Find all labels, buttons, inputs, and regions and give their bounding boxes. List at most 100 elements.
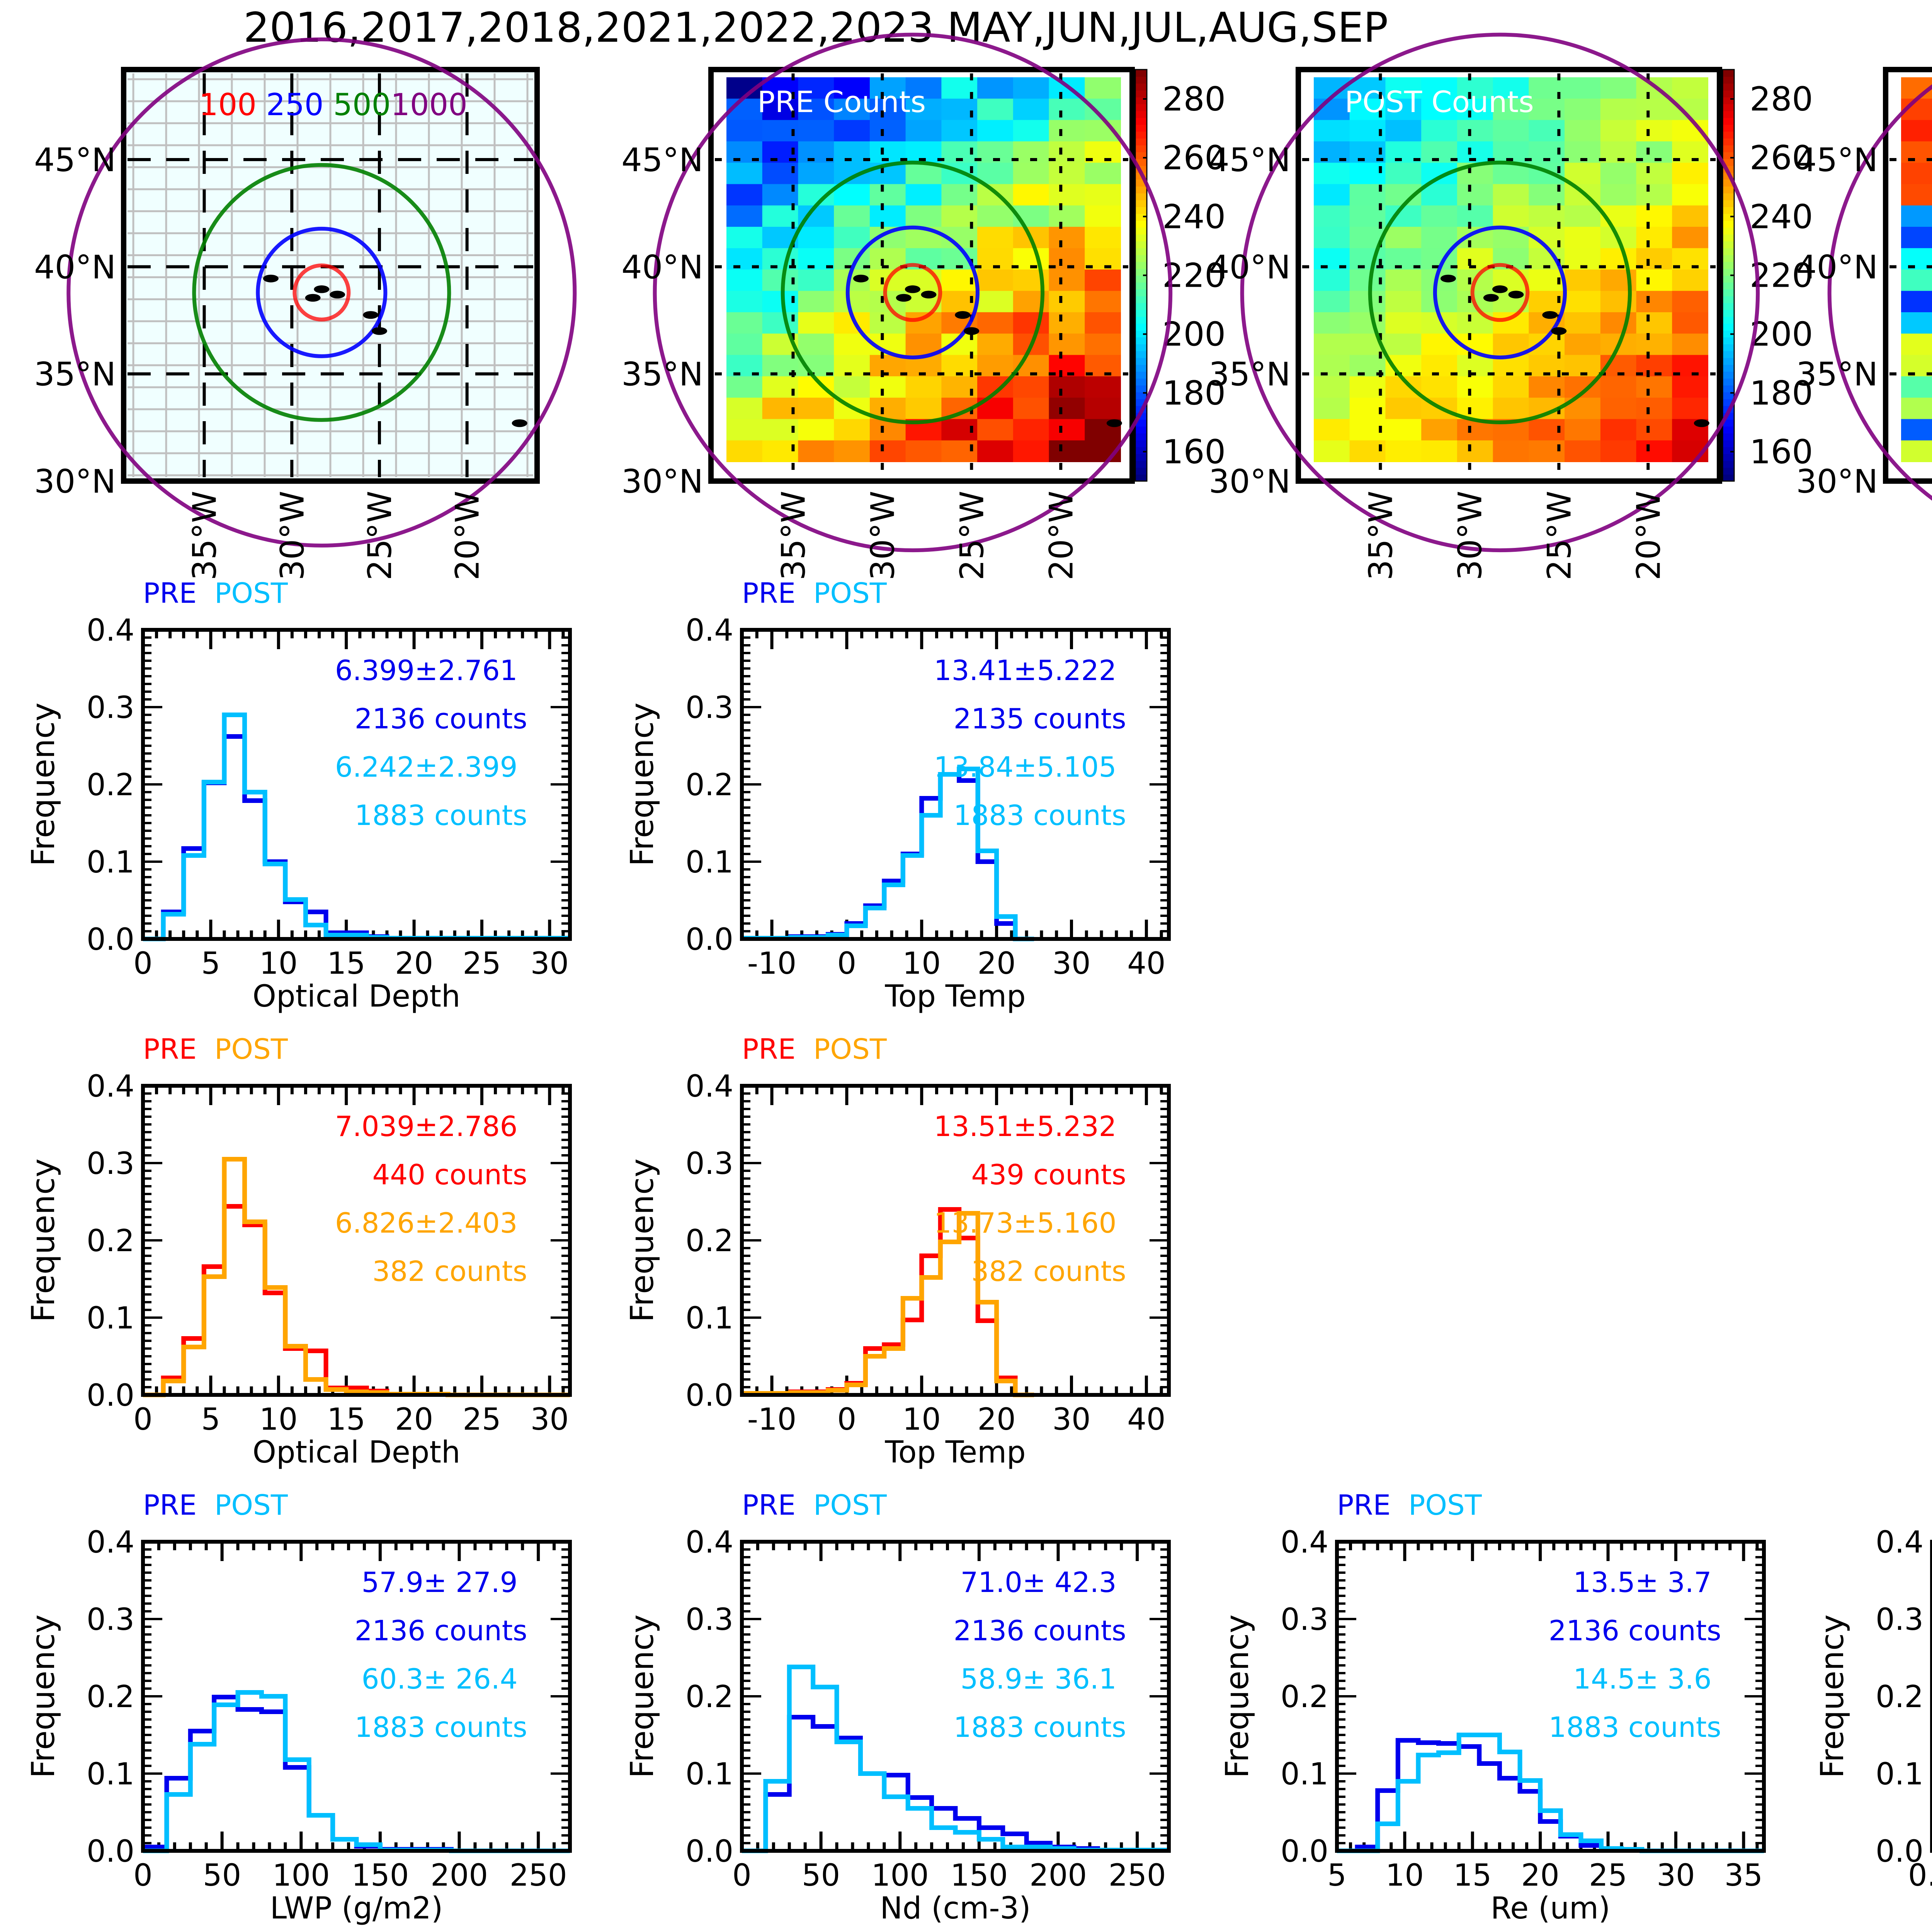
y-tick-label: 0.4 (87, 1525, 134, 1560)
heatmap-cell (905, 77, 942, 99)
heatmap-cell (1901, 333, 1932, 355)
y-tick-label: 0.1 (685, 1757, 733, 1792)
heatmap-cell (1636, 226, 1673, 249)
colorbar-segment (1135, 316, 1147, 324)
lon-tick-label: 20°W (1042, 491, 1080, 580)
y-axis-label: Frequency (1814, 1614, 1851, 1778)
colorbar-segment (1723, 90, 1734, 97)
heatmap-cell (1565, 226, 1601, 249)
heatmap-cell (1385, 163, 1422, 185)
heatmap-cell (869, 77, 906, 99)
heatmap-cell (1636, 99, 1673, 121)
x-axis-label: Optical Depth (253, 1435, 461, 1470)
heatmap-cell (1493, 120, 1529, 142)
stat-post: 6.242±2.399 (335, 751, 518, 783)
heatmap-cell (1636, 312, 1673, 334)
count-post: 382 counts (971, 1255, 1126, 1287)
x-tick-label: 20 (977, 946, 1015, 981)
colorbar-segment (1135, 76, 1147, 84)
heatmap-cell (1672, 205, 1708, 227)
count-pre: 439 counts (971, 1158, 1126, 1191)
heatmap-cell (834, 99, 870, 121)
colorbar-tick-label: 160 (1162, 433, 1226, 471)
heatmap-cell (905, 184, 942, 206)
colorbar-segment (1723, 344, 1734, 351)
heatmap-cell (1600, 312, 1637, 334)
heatmap-cell (977, 99, 1014, 121)
series-post-line (143, 1690, 570, 1853)
y-tick-label: 0.0 (1876, 1834, 1923, 1869)
colorbar-segment (1135, 227, 1147, 235)
series-post-line (742, 767, 1034, 941)
heatmap-cell (1421, 77, 1458, 99)
x-axis-label: LWP (g/m2) (270, 1891, 443, 1926)
heatmap-cell (1901, 312, 1932, 334)
stat-post: 13.84±5.105 (934, 751, 1117, 783)
colorbar-segment (1723, 248, 1734, 255)
colorbar-segment (1723, 241, 1734, 248)
heatmap-cell (1636, 419, 1673, 441)
heatmap-cell (1085, 77, 1121, 99)
colorbar-segment (1135, 145, 1147, 152)
y-axis-label: Frequency (1219, 1614, 1256, 1778)
heatmap-cell (1901, 398, 1932, 420)
ring-250km (845, 225, 980, 359)
count-post: 1883 counts (954, 1711, 1126, 1743)
heatmap-cell (1085, 376, 1121, 398)
island-marker (1694, 419, 1709, 427)
colorbar-segment (1135, 460, 1147, 468)
x-tick-label: 25 (463, 946, 501, 981)
stat-post: 6.826±2.403 (335, 1207, 518, 1239)
count-pre: 2136 counts (1549, 1614, 1721, 1647)
map-panel-label: POST Counts (1345, 85, 1534, 119)
colorbar-tick-label: 180 (1162, 374, 1226, 413)
axes-frame (141, 1084, 572, 1397)
heatmap-cell (1493, 376, 1529, 398)
heatmap-cell (977, 269, 1014, 291)
heatmap-cell (1636, 120, 1673, 142)
island-marker (1492, 285, 1508, 293)
heatmap-cell (1085, 205, 1121, 227)
y-tick-label: 0.3 (87, 1146, 134, 1181)
lat-tick-label: 40°N (1209, 248, 1291, 286)
colorbar-segment (1723, 310, 1734, 317)
count-post: 1883 counts (1549, 1711, 1721, 1743)
heatmap-cell (1565, 291, 1601, 313)
heatmap-cell (1421, 376, 1458, 398)
colorbar-segment (1723, 111, 1734, 118)
heatmap-cell (1385, 269, 1422, 291)
colorbar-segment (1723, 124, 1734, 132)
y-tick-label: 0.3 (685, 1602, 733, 1637)
y-tick-label: 0.4 (1281, 1525, 1328, 1560)
heatmap-cell (1600, 419, 1637, 441)
heatmap-cell (1565, 440, 1601, 462)
colorbar-segment (1723, 433, 1734, 440)
colorbar-segment (1723, 97, 1734, 104)
ring-legend-100: 100 (199, 88, 257, 122)
y-tick-label: 0.3 (685, 1146, 733, 1181)
heatmap-cell (1636, 291, 1673, 313)
lat-tick-label: 45°N (1796, 141, 1878, 179)
heatmap-cell (1600, 120, 1637, 142)
heatmap-cell (798, 77, 835, 99)
colorbar-segment (1135, 440, 1147, 447)
colorbar-segment (1723, 76, 1734, 84)
heatmap-cell (905, 99, 942, 121)
figure-title: 2016,2017,2018,2021,2022,2023 MAY,JUN,JU… (243, 4, 1388, 51)
heatmap-cell (1457, 77, 1493, 99)
legend-pre: PRE (742, 1489, 796, 1521)
heatmap-cell (1385, 120, 1422, 142)
heatmap-cell (1314, 184, 1350, 206)
heatmap-cell (977, 333, 1014, 355)
heatmap-cell (1672, 312, 1708, 334)
colorbar-segment (1723, 83, 1734, 91)
y-axis-label: Frequency (25, 1158, 62, 1322)
x-tick-label: 50 (802, 1858, 840, 1893)
colorbar-segment (1135, 447, 1147, 454)
y-tick-label: 0.4 (87, 1069, 134, 1104)
count-post: 382 counts (372, 1255, 527, 1287)
colorbar-segment (1135, 111, 1147, 118)
heatmap-cell (1493, 77, 1529, 99)
colorbar-segment (1135, 474, 1147, 481)
island-marker (964, 327, 980, 335)
